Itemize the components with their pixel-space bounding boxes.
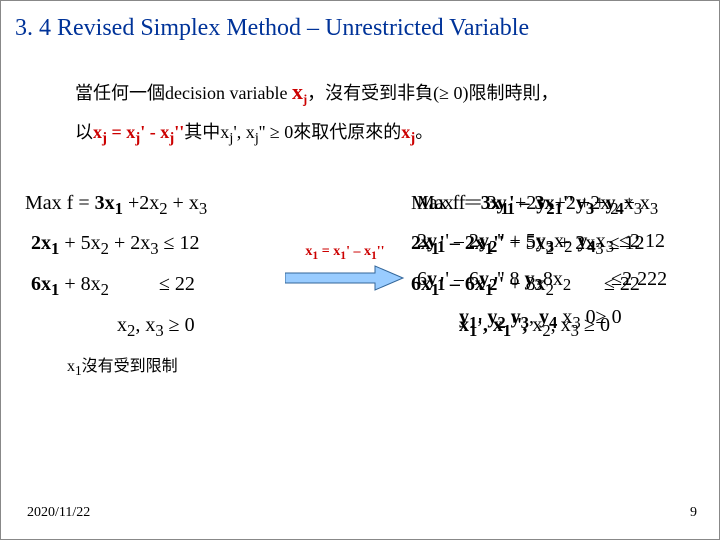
intro2-pre: 以 [75,122,93,142]
slide: 3. 4 Revised Simplex Method – Unrestrict… [0,0,720,540]
left-eq-2: 2x1 + 5x2 + 2x3 ≤ 12 [31,224,207,265]
x1-note: x1沒有受到限制 [67,352,178,379]
overlay-eq-3: 6y1' – 6y2'' 8 y38x2 ≤2 222 [417,260,667,301]
intro-text: 當任何一個decision variable xj，沒有受到非負(≥ 0)限制時… [75,70,661,154]
intro2-end: 。 [415,122,433,142]
overlay-eq-4: y1, y2 y3, y4 x3 0≥ 0 [459,298,622,339]
intro-line-1: 當任何一個decision variable xj，沒有受到非負(≥ 0)限制時… [75,70,661,114]
tail-xj: xj [401,122,415,142]
var-xj: xj [292,83,307,103]
arrow-icon [285,263,405,293]
math-block: Max f = 3x1 +2x2 + x3 2x1 + 5x2 + 2x3 ≤ … [15,184,701,404]
intro-pre: 當任何一個decision variable [75,83,292,103]
var-x: x [292,79,303,104]
intro-line-2: 以xj = xj' - xj''其中xj', xj'' ≥ 0來取代原來的xj。 [75,114,661,154]
overlay-eq-2: 2y1' – 2y2'' + 5y3x2 y4x3 ≤2 12 [417,222,665,263]
overlay-eq-1: Max f = 3y1+2y2+2y3+y4x3 [417,184,642,225]
intro-post: ，沒有受到非負(≥ 0)限制時則， [307,83,558,103]
footer-page-number: 9 [690,505,697,521]
left-equations: Max f = 3x1 +2x2 + x3 2x1 + 5x2 + 2x3 ≤ … [25,184,207,347]
left-eq-3: 6x1 + 8x2 ≤ 22 [31,265,207,306]
arrow-label: x1 = x1' – x1'' [280,244,410,262]
arrow-group: x1 = x1' – x1'' [280,244,410,294]
left-eq-1: Max f = 3x1 +2x2 + x3 [25,184,207,225]
left-eq-4: x2, x3 ≥ 0 [117,306,207,347]
eq-xj: xj = xj' - xj'' [93,122,184,142]
footer-date: 2020/11/22 [27,505,90,521]
intro2-mid: 其中xj', xj'' ≥ 0來取代原來的 [184,122,401,142]
slide-title: 3. 4 Revised Simplex Method – Unrestrict… [15,15,701,42]
